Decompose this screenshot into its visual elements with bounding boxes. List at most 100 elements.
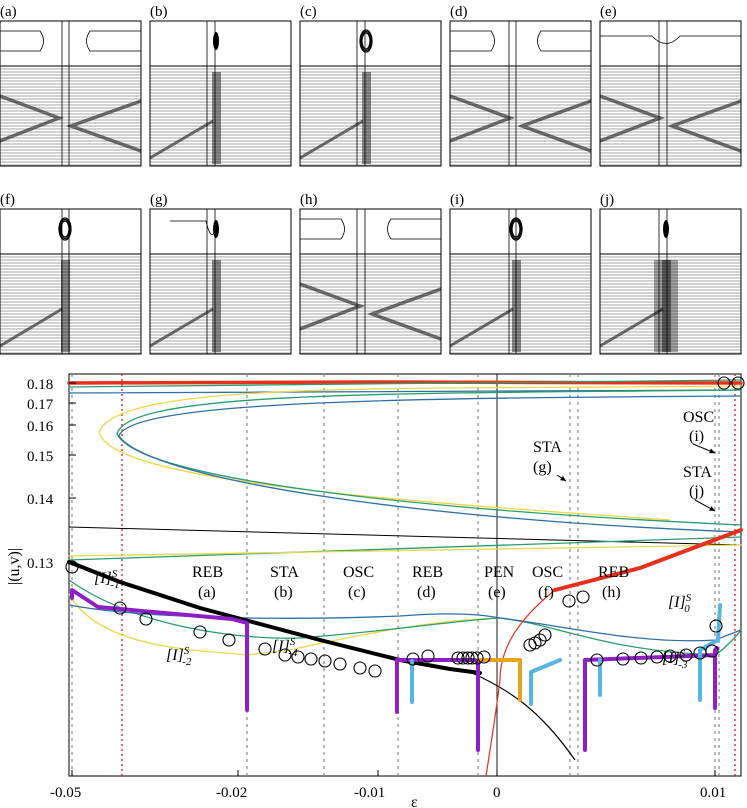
soliton-bound [212, 72, 221, 164]
x-tick-label: 0 [493, 785, 501, 801]
space-time-trace [600, 68, 741, 166]
panel-frame [149, 208, 292, 355]
curve-green-loop [116, 389, 742, 526]
branch-label: [I]S -1 [94, 568, 119, 591]
y-axis-label: |(u,v)| [6, 548, 23, 585]
orbit-contour [59, 218, 71, 240]
curve-yellow-low [68, 593, 501, 656]
space-time-trace [450, 256, 591, 354]
curve-orange [478, 658, 522, 702]
panel: (e) [599, 4, 742, 167]
panel-label: (h) [300, 192, 318, 208]
data-marker [576, 590, 590, 604]
annotation-label: (i) [689, 428, 704, 445]
curve-yellow-loop [98, 385, 742, 521]
soliton-path [149, 119, 214, 160]
panel: (g) [149, 192, 292, 355]
soliton-path [449, 94, 515, 143]
curve-blue-loop [118, 395, 742, 533]
data-marker [333, 657, 347, 671]
trace-peaks [299, 282, 442, 341]
regime-label: (h) [602, 584, 621, 601]
panel: (a) [0, 4, 142, 167]
y-tick-label: 0.18 [27, 377, 53, 393]
regime-dividers [71, 374, 736, 776]
panel-label: (b) [150, 4, 168, 20]
orbit-contour [0, 30, 44, 52]
data-marker [705, 644, 719, 658]
orbit-contour [58, 217, 72, 241]
panel-label: (i) [450, 192, 464, 208]
curve-red-top [67, 380, 743, 385]
soliton-path [0, 94, 64, 143]
orbit-contour [600, 35, 741, 44]
panel: (d) [449, 4, 592, 167]
regime-label: (b) [274, 584, 293, 601]
data-marker [451, 651, 465, 665]
soliton-bound [61, 260, 70, 352]
space-time-trace [600, 256, 741, 354]
panel-frame [299, 208, 442, 355]
orbit-contour [537, 30, 591, 52]
bifurcation-curves [67, 379, 743, 777]
panel-frame [599, 208, 742, 355]
panel-frame [449, 20, 592, 167]
curve-red-thick [553, 528, 743, 592]
trace-peaks [149, 72, 221, 164]
panel-label: (g) [150, 192, 168, 208]
curve-black-thick [67, 560, 482, 675]
panel: (j) [599, 192, 742, 355]
data-markers [65, 376, 745, 678]
regime-label: (d) [417, 584, 436, 601]
soliton-bound [654, 260, 678, 352]
orbit-contour [170, 220, 217, 235]
curve-black-mid [68, 526, 742, 546]
space-time-trace [150, 68, 291, 166]
annotation-name: STA [683, 464, 712, 481]
orbit-contour [511, 220, 521, 238]
panel-frame [599, 20, 742, 167]
main-chart: 0.18 0.17 0.16 0.15 0.14 0.13 -0.05 -0.0… [6, 373, 745, 808]
soliton-bound [662, 260, 671, 352]
panel: (c) [299, 4, 442, 167]
soliton-bound [512, 260, 521, 352]
regime-label: (f) [538, 584, 554, 601]
curve-green-mid [68, 536, 742, 561]
annotation-label: (j) [689, 483, 704, 500]
arrow-head [709, 448, 715, 454]
data-marker [650, 650, 664, 664]
orbit-contour [86, 30, 141, 52]
panel: (f) [0, 192, 142, 355]
panel-label: (j) [600, 192, 614, 208]
trace-peaks [449, 94, 592, 153]
curve-black-thin [469, 671, 576, 761]
soliton-path [666, 99, 742, 153]
curve-red-thin [485, 589, 556, 777]
data-marker [562, 594, 576, 608]
trace-peaks [449, 260, 521, 352]
data-marker [291, 650, 305, 664]
trace-peaks [0, 94, 142, 153]
data-marker [139, 612, 153, 626]
panel: (h) [299, 192, 442, 355]
data-marker [278, 648, 292, 662]
orbit-contour [450, 30, 495, 52]
panel: (b) [149, 4, 292, 167]
y-tick-label: 0.16 [27, 419, 54, 435]
data-marker [65, 560, 79, 574]
regime-name: REB [598, 564, 629, 581]
data-marker [477, 650, 491, 664]
panel-label: (f) [0, 192, 15, 208]
curve-purple-right [583, 653, 717, 752]
orbit-contour [213, 32, 219, 50]
space-time-trace [300, 256, 441, 354]
trace-peaks [149, 260, 221, 352]
data-marker [113, 601, 127, 615]
data-marker [222, 633, 236, 647]
regime-name: OSC [532, 564, 563, 581]
data-marker [368, 664, 382, 678]
curve-purple-mid [395, 658, 477, 714]
branch-label: [I]S -3 [662, 648, 688, 671]
data-marker [406, 652, 420, 666]
